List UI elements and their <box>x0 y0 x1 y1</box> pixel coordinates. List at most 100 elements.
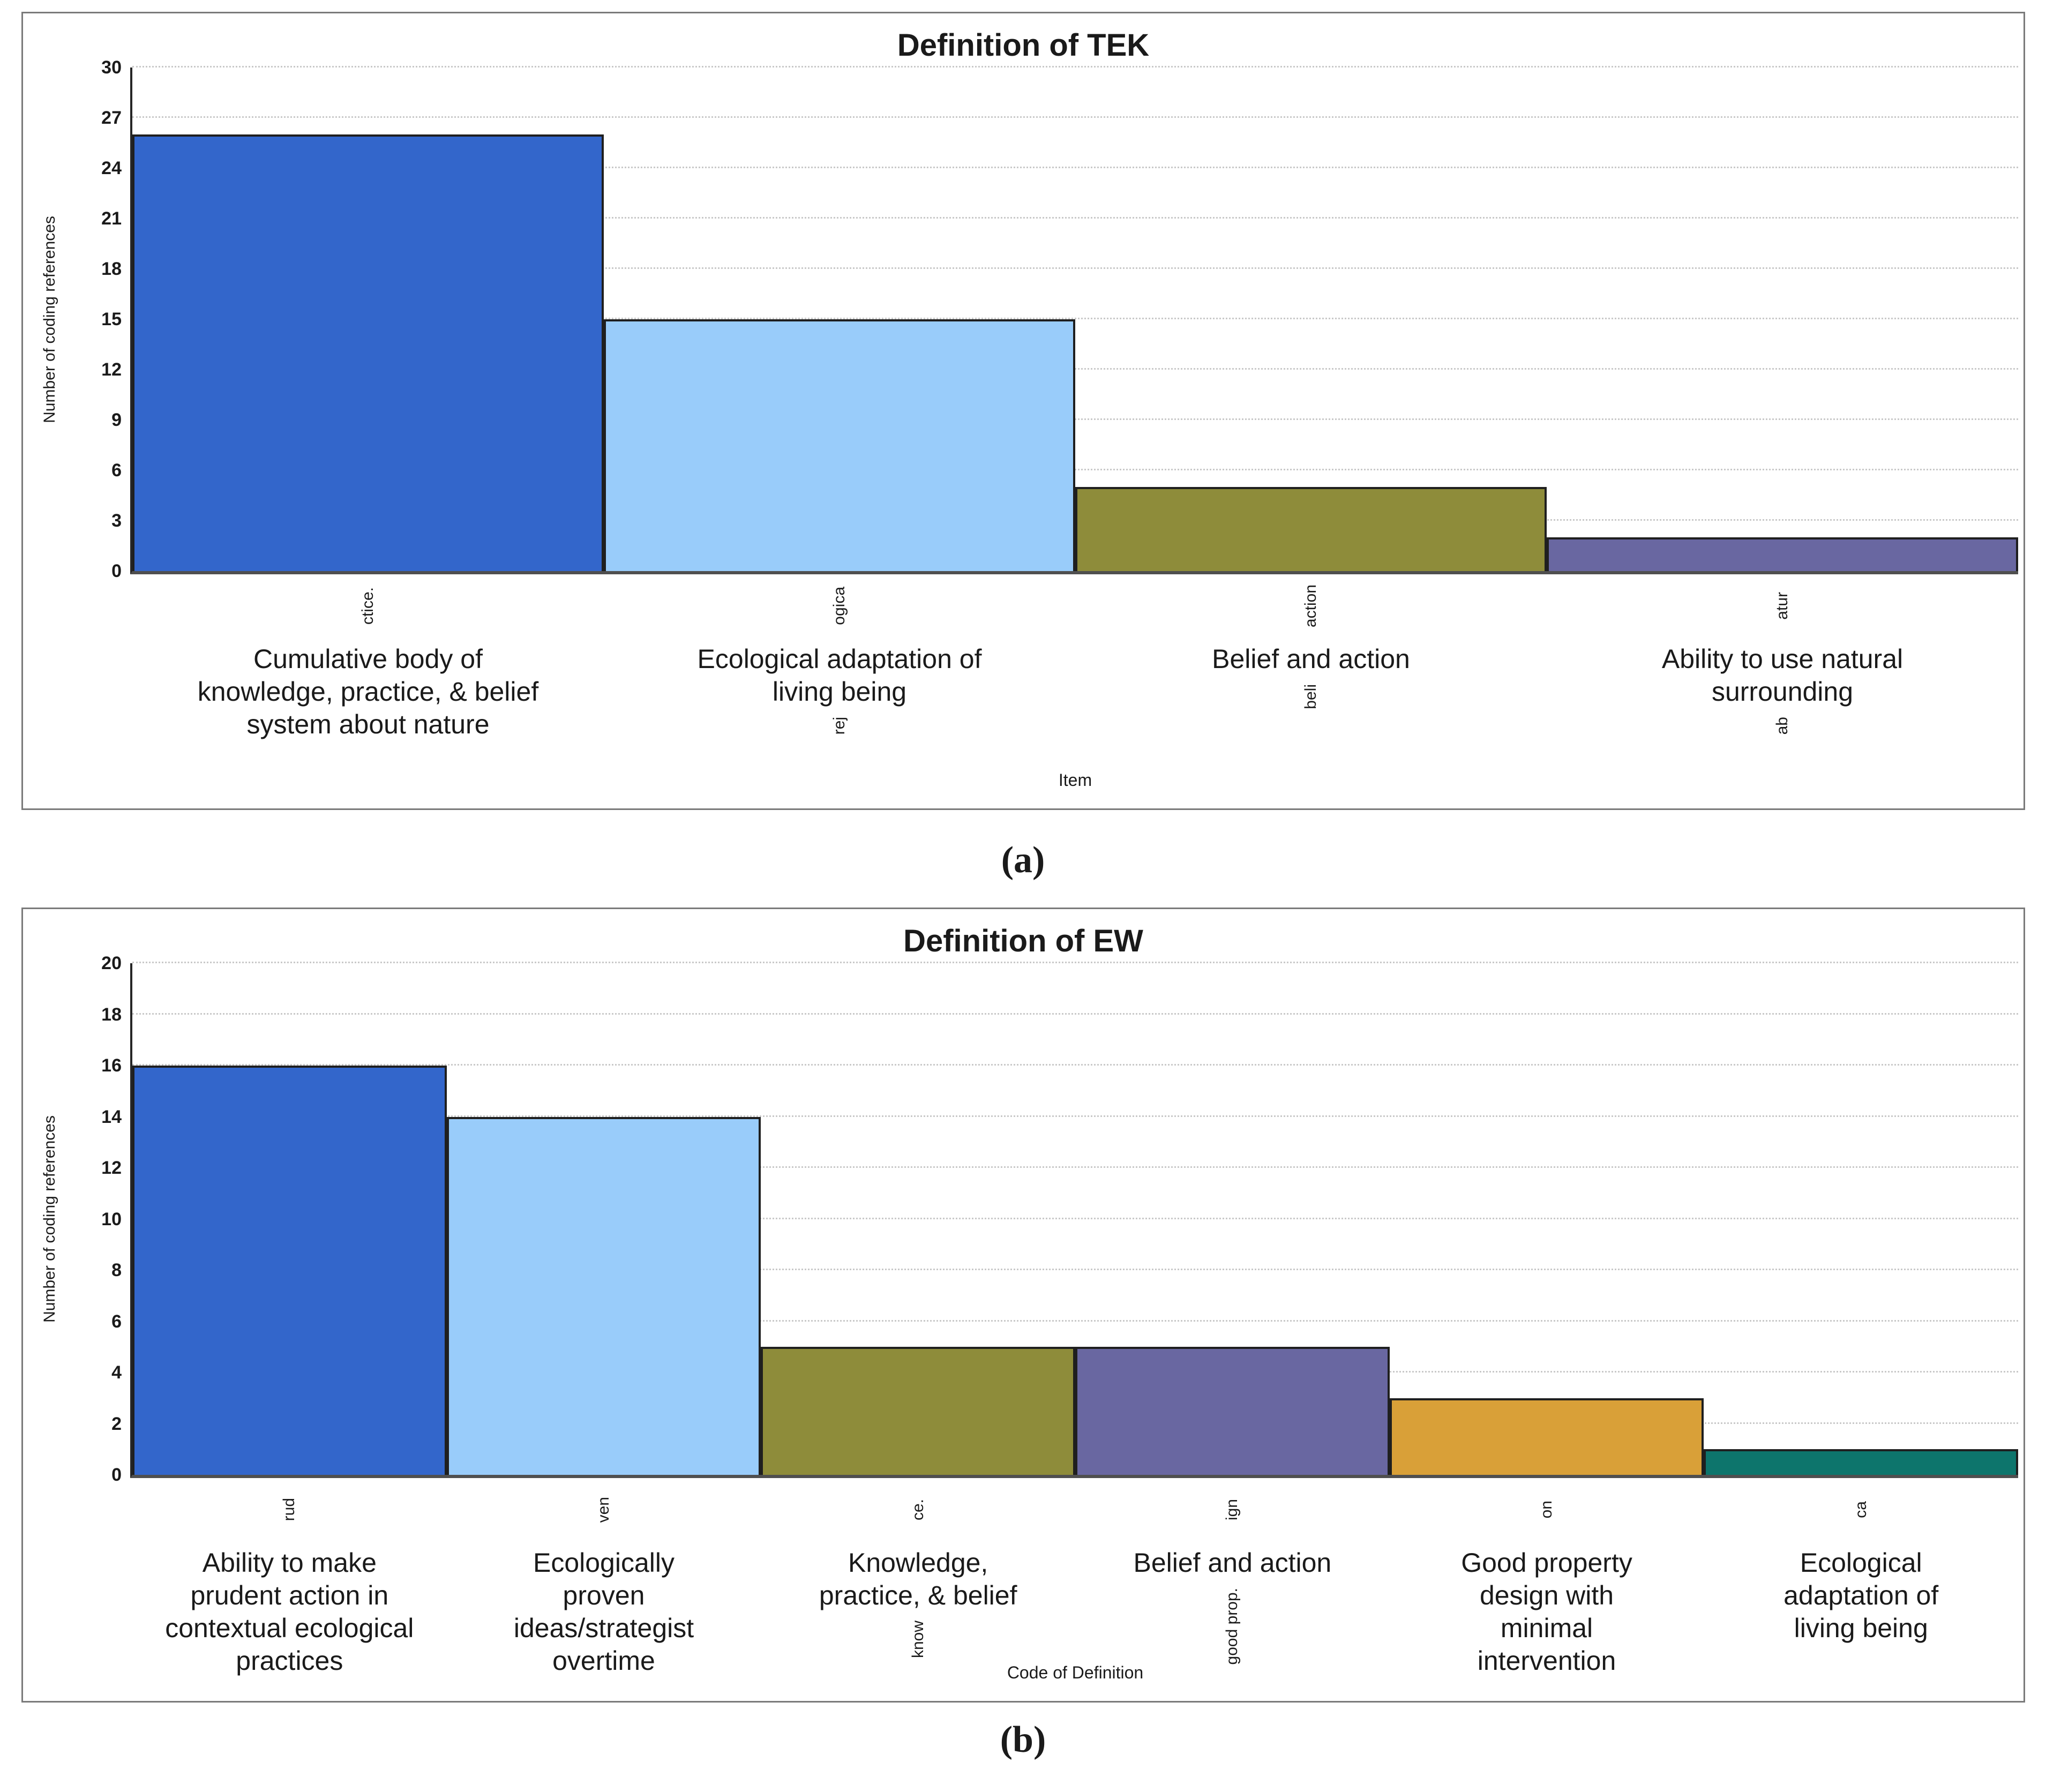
bars-row <box>132 1066 2019 1475</box>
y-tick-label: 20 <box>101 953 122 973</box>
y-tick-label: 12 <box>101 1158 122 1178</box>
bar <box>1547 537 2018 571</box>
category-label: Ability to use natural surrounding <box>1661 644 1903 707</box>
bar <box>1075 487 1547 571</box>
y-axis-tick-labels: 0 2 4 6 8 10 12 14 16 18 20 <box>77 953 130 1485</box>
gridline <box>132 418 2018 420</box>
bar <box>1389 1398 1704 1475</box>
category-label: Good property design with minimal interv… <box>1461 1548 1632 1676</box>
category-cell: action Belief and action beli <box>1075 574 1547 741</box>
category-code-text: ven <box>595 1496 612 1523</box>
y-tick-label: 21 <box>101 208 122 229</box>
chart-title: Definition of EW <box>903 924 1143 958</box>
y-axis-title: Number of coding references <box>41 215 58 423</box>
category-code-fragment-bottom: know <box>909 1621 927 1659</box>
category-code-fragment-bottom: rej <box>830 717 848 735</box>
category-label: Knowledge, practice, & belief <box>819 1548 1017 1610</box>
gridline <box>132 1064 2018 1066</box>
category-cell: on Good property design with minimal inte… <box>1390 1478 1704 1677</box>
gridline <box>132 1269 2018 1270</box>
plot-area <box>130 66 2018 574</box>
gridline <box>132 1217 2018 1219</box>
caption-b: (b) <box>1000 1719 1046 1760</box>
plot-area <box>130 962 2019 1478</box>
gridline <box>132 167 2018 168</box>
gridline <box>132 116 2018 118</box>
y-tick-label: 16 <box>101 1055 122 1076</box>
y-tick-label: 15 <box>101 309 122 329</box>
category-code-fragment-top: ca <box>1852 1475 1870 1544</box>
category-code-text: atur <box>1773 592 1791 620</box>
category-code-fragment-top: ign <box>1223 1475 1241 1544</box>
category-label: Ecological adaptation of living being <box>1783 1548 1939 1643</box>
bar <box>1075 1347 1390 1475</box>
category-code-fragment-top: on <box>1538 1475 1556 1544</box>
category-code-fragment-top: ven <box>595 1475 612 1544</box>
category-code-fragment-top: rud <box>280 1475 298 1544</box>
y-tick-label: 18 <box>101 259 122 279</box>
category-code-text: ogica <box>830 587 848 625</box>
gridline <box>132 267 2018 269</box>
category-labels-row: ctice. Cumulative body of knowledge, prac… <box>132 574 2018 741</box>
category-cell: rud Ability to make prudent action in con… <box>132 1478 447 1677</box>
gridline <box>132 368 2018 370</box>
category-cell: ca Ecological adaptation of living being <box>1704 1478 2018 1677</box>
category-label: Belief and action <box>1133 1548 1332 1578</box>
category-code-fragment-top: ogica <box>830 571 848 641</box>
bar <box>132 134 604 571</box>
category-cell: atur Ability to use natural surrounding ab <box>1547 574 2018 741</box>
gridline <box>132 962 2018 963</box>
gridline <box>132 1166 2018 1168</box>
y-tick-label: 9 <box>111 410 122 430</box>
x-axis-title: Item <box>1058 770 1092 790</box>
y-tick-label: 6 <box>111 460 122 481</box>
y-tick-label: 12 <box>101 359 122 380</box>
y-tick-label: 18 <box>101 1004 122 1025</box>
category-code-text: rud <box>280 1498 298 1521</box>
y-tick-label: 2 <box>111 1413 122 1434</box>
y-tick-label: 3 <box>111 511 122 531</box>
category-code-text: on <box>1538 1501 1556 1519</box>
y-tick-label: 0 <box>111 1465 122 1485</box>
chart-title: Definition of TEK <box>897 28 1150 63</box>
y-tick-label: 14 <box>101 1106 122 1127</box>
y-tick-label: 30 <box>101 57 122 78</box>
y-tick-label: 0 <box>111 561 122 581</box>
gridline <box>132 217 2018 219</box>
y-tick-label: 4 <box>111 1362 122 1383</box>
category-code-fragment-bottom: beli <box>1302 684 1320 709</box>
y-tick-label: 24 <box>101 158 122 178</box>
gridline <box>132 1115 2018 1117</box>
category-cell: ce. Knowledge, practice, & belief know <box>761 1478 1075 1677</box>
category-code-text: action <box>1302 584 1320 628</box>
category-code-fragment-top: ce. <box>909 1475 927 1544</box>
category-labels-row: rud Ability to make prudent action in con… <box>132 1478 2018 1677</box>
category-cell: ven Ecologically proven ideas/strategist … <box>447 1478 761 1677</box>
gridline <box>132 1319 2018 1322</box>
category-code-fragment-bottom: ab <box>1773 717 1791 735</box>
gridline <box>132 1013 2018 1015</box>
chart-body: Number of coding references 0 3 6 9 12 15 18 21… <box>23 57 2023 581</box>
category-code-fragment-bottom: good prop. <box>1223 1588 1241 1665</box>
category-label: Ability to make prudent action in contex… <box>165 1548 414 1676</box>
category-label: Cumulative body of knowledge, practice, … <box>197 644 539 739</box>
y-tick-label: 10 <box>101 1209 122 1229</box>
y-tick-label: 8 <box>111 1260 122 1280</box>
chart-panel-ew: Definition of EW Number of coding refere… <box>21 908 2025 1703</box>
gridline <box>132 469 2018 470</box>
caption-a: (a) <box>1001 839 1045 881</box>
bars-row <box>132 134 2018 571</box>
category-code-text: ca <box>1852 1501 1870 1518</box>
bar <box>761 1347 1076 1475</box>
category-cell: ign Belief and action good prop. <box>1075 1478 1390 1677</box>
bar <box>604 319 1075 571</box>
y-tick-label: 6 <box>111 1311 122 1332</box>
chart-panel-tek: Definition of TEK Number of coding refer… <box>21 12 2025 810</box>
chart-body: Number of coding references 0 2 4 6 8 10 12 14 1… <box>23 953 2023 1485</box>
category-label: Ecological adaptation of living being <box>697 644 982 707</box>
category-code-fragment-top: atur <box>1773 571 1791 641</box>
y-axis-title-column: Number of coding references <box>23 68 77 571</box>
category-label: Ecologically proven ideas/strategist ove… <box>513 1548 694 1676</box>
category-code-fragment-top: ctice. <box>359 571 377 641</box>
category-code-text: ce. <box>909 1498 927 1521</box>
